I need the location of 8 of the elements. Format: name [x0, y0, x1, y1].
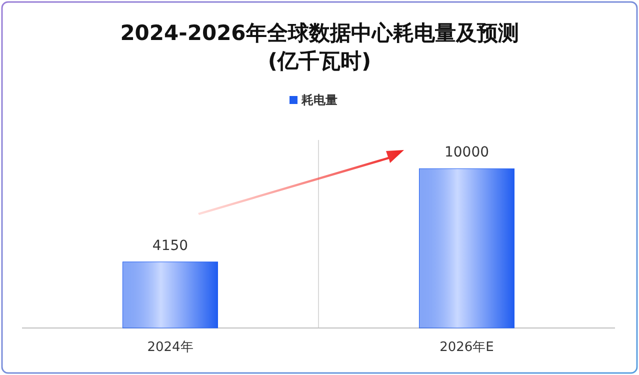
x-tick-label: 2026年E [440, 340, 494, 355]
chart-title: 2024-2026年全球数据中心耗电量及预测 [120, 21, 519, 45]
data-label: 10000 [444, 144, 490, 161]
chart-subtitle: (亿千瓦时) [268, 49, 372, 73]
x-tick-label: 2024年 [147, 340, 194, 355]
legend-label: 耗电量 [300, 93, 338, 107]
data-label: 4150 [152, 238, 188, 254]
legend: 耗电量 [290, 93, 338, 107]
